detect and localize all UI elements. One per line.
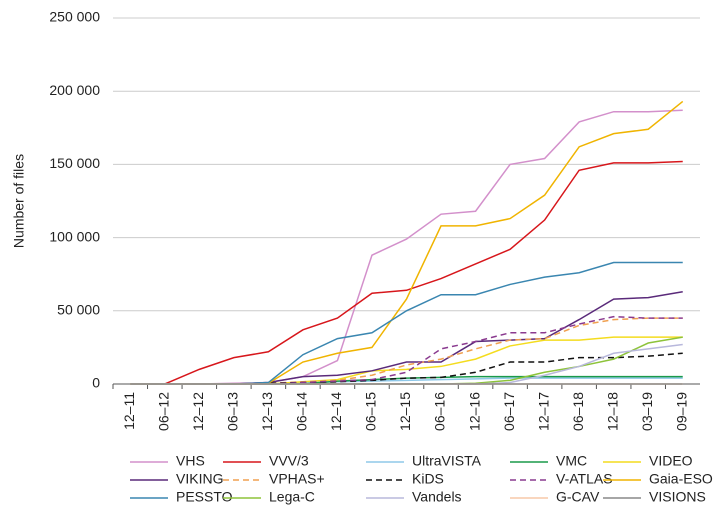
x-tick-label: 06–16 — [432, 392, 448, 431]
series-line — [130, 261, 683, 385]
y-tick-label: 100 000 — [49, 228, 100, 244]
legend-label: V-ATLAS — [556, 471, 613, 487]
y-tick-label: 200 000 — [49, 82, 100, 98]
y-axis-title: Number of files — [11, 154, 27, 248]
y-tick-label: 150 000 — [49, 155, 100, 171]
legend-label: VMC — [556, 453, 587, 469]
x-tick-label: 12–15 — [397, 392, 413, 431]
legend-label: G-CAV — [556, 489, 600, 505]
series-line — [130, 109, 683, 385]
legend-label: VIKING — [176, 471, 223, 487]
x-tick-label: 06–13 — [225, 392, 241, 431]
x-tick-label: 06–14 — [294, 392, 310, 431]
y-tick-label: 0 — [92, 375, 100, 391]
x-tick-label: 12–11 — [121, 392, 137, 430]
x-tick-label: 09–19 — [673, 392, 689, 431]
legend-label: VISIONS — [649, 489, 706, 505]
x-tick-label: 06–18 — [570, 392, 586, 431]
x-tick-label: 12–14 — [328, 392, 344, 431]
x-tick-label: 12–16 — [466, 392, 482, 431]
x-tick-label: 06–12 — [155, 392, 171, 431]
series-line — [130, 317, 683, 385]
series-line — [130, 160, 683, 385]
legend-label: VHS — [176, 453, 205, 469]
x-tick-label: 06–17 — [501, 392, 517, 431]
x-tick-label: 12–13 — [259, 392, 275, 431]
legend-label: Vandels — [412, 489, 462, 505]
legend-label: KiDS — [412, 471, 444, 487]
x-tick-label: 12–17 — [535, 392, 551, 431]
legend-label: Lega-C — [269, 489, 315, 505]
legend-label: UltraVISTA — [412, 453, 482, 469]
y-tick-label: 250 000 — [49, 9, 100, 25]
x-tick-label: 03–19 — [639, 392, 655, 431]
series-line — [130, 100, 684, 385]
legend-label: VIDEO — [649, 453, 693, 469]
y-tick-label: 50 000 — [57, 302, 100, 318]
legend-label: Gaia-ESO — [649, 471, 713, 487]
legend-label: VPHAS+ — [269, 471, 325, 487]
x-tick-label: 06–15 — [363, 392, 379, 431]
x-tick-label: 12–18 — [604, 392, 620, 431]
series-line — [130, 315, 683, 385]
legend-label: PESSTO — [176, 489, 233, 505]
legend-label: VVV/3 — [269, 453, 309, 469]
x-tick-label: 12–12 — [190, 392, 206, 431]
